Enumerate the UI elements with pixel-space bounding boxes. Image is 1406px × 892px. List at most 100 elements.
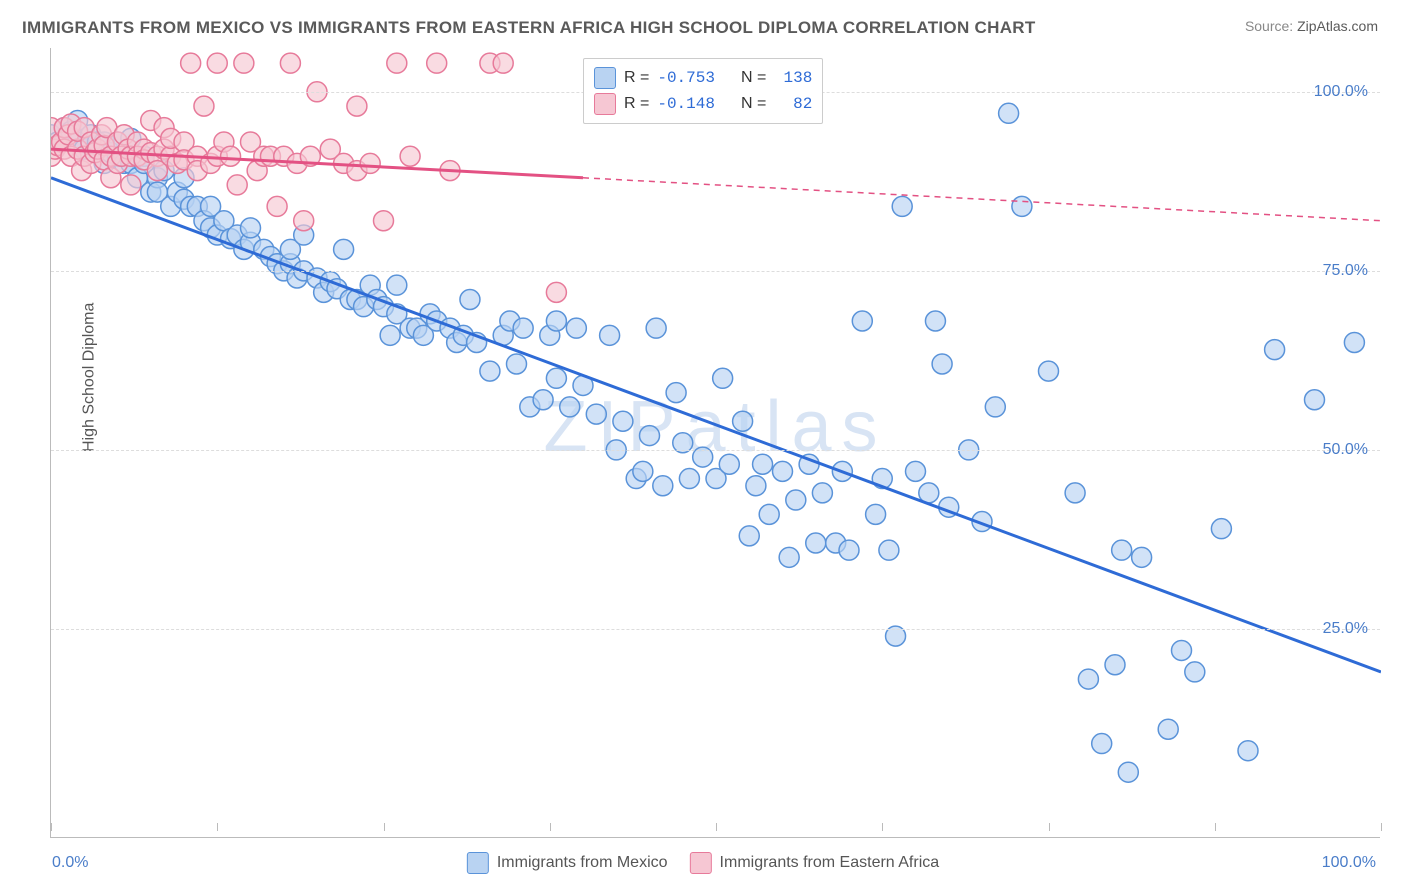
bottom-legend: Immigrants from Mexico Immigrants from Ea… (467, 852, 939, 874)
data-point (812, 483, 832, 503)
data-point (493, 53, 513, 73)
stats-swatch (594, 93, 616, 115)
data-point (713, 368, 733, 388)
data-point (374, 211, 394, 231)
data-point (221, 146, 241, 166)
data-point (839, 540, 859, 560)
stats-n-label: N = (741, 91, 766, 117)
data-point (380, 325, 400, 345)
data-point (1078, 669, 1098, 689)
data-point (560, 397, 580, 417)
stats-swatch (594, 67, 616, 89)
data-point (719, 454, 739, 474)
data-point (533, 390, 553, 410)
data-point (852, 311, 872, 331)
data-point (746, 476, 766, 496)
data-point (646, 318, 666, 338)
data-point (1211, 519, 1231, 539)
data-point (806, 533, 826, 553)
data-point (753, 454, 773, 474)
data-point (546, 282, 566, 302)
gridline (51, 450, 1380, 451)
x-tick (1215, 823, 1216, 831)
data-point (1185, 662, 1205, 682)
data-point (932, 354, 952, 374)
legend-swatch (467, 852, 489, 874)
chart-title: IMMIGRANTS FROM MEXICO VS IMMIGRANTS FRO… (22, 18, 1036, 38)
stats-row: R = -0.148 N = 82 (594, 91, 812, 117)
data-point (1105, 655, 1125, 675)
x-tick (882, 823, 883, 831)
data-point (773, 461, 793, 481)
data-point (779, 547, 799, 567)
data-point (1305, 390, 1325, 410)
data-point (387, 275, 407, 295)
data-point (925, 311, 945, 331)
data-point (1265, 340, 1285, 360)
data-point (1158, 719, 1178, 739)
legend-swatch (690, 852, 712, 874)
data-point (513, 318, 533, 338)
chart-svg (51, 48, 1381, 838)
y-tick-label: 25.0% (1323, 620, 1368, 638)
x-tick (1049, 823, 1050, 831)
stats-box: R =-0.753N =138R =-0.148N =82 (583, 58, 823, 124)
data-point (999, 103, 1019, 123)
data-point (566, 318, 586, 338)
y-tick-label: 100.0% (1314, 83, 1368, 101)
x-max-label: 100.0% (1322, 854, 1376, 872)
data-point (427, 53, 447, 73)
legend-label: Immigrants from Eastern Africa (720, 854, 940, 872)
gridline (51, 271, 1380, 272)
stats-n-value: 82 (774, 91, 812, 117)
data-point (653, 476, 673, 496)
trend-line (51, 178, 1381, 672)
data-point (460, 290, 480, 310)
data-point (586, 404, 606, 424)
data-point (1172, 640, 1192, 660)
data-point (227, 175, 247, 195)
source-label: Source: ZipAtlas.com (1245, 18, 1378, 34)
y-tick-label: 50.0% (1323, 441, 1368, 459)
data-point (866, 504, 886, 524)
data-point (739, 526, 759, 546)
data-point (207, 53, 227, 73)
data-point (1092, 734, 1112, 754)
x-tick (550, 823, 551, 831)
trend-line-dash (583, 178, 1381, 221)
data-point (241, 218, 261, 238)
x-tick (1381, 823, 1382, 831)
data-point (400, 146, 420, 166)
data-point (387, 53, 407, 73)
data-point (194, 96, 214, 116)
legend-item: Immigrants from Eastern Africa (690, 852, 940, 874)
data-point (679, 469, 699, 489)
source-value: ZipAtlas.com (1297, 18, 1378, 34)
data-point (1065, 483, 1085, 503)
stats-r-label: R = (624, 65, 649, 91)
data-point (879, 540, 899, 560)
data-point (1132, 547, 1152, 567)
data-point (267, 196, 287, 216)
data-point (906, 461, 926, 481)
data-point (280, 53, 300, 73)
stats-n-label: N = (741, 65, 766, 91)
stats-r-label: R = (624, 91, 649, 117)
stats-r-value: -0.753 (657, 65, 715, 91)
stats-r-value: -0.148 (657, 91, 715, 117)
gridline (51, 629, 1380, 630)
data-point (546, 368, 566, 388)
plot-area: ZIPatlas 25.0%50.0%75.0%100.0%R =-0.753N… (50, 48, 1380, 838)
data-point (121, 175, 141, 195)
x-tick (51, 823, 52, 831)
data-point (600, 325, 620, 345)
data-point (786, 490, 806, 510)
data-point (666, 383, 686, 403)
data-point (613, 411, 633, 431)
data-point (546, 311, 566, 331)
data-point (1118, 762, 1138, 782)
data-point (1112, 540, 1132, 560)
legend-label: Immigrants from Mexico (497, 854, 668, 872)
data-point (1012, 196, 1032, 216)
data-point (480, 361, 500, 381)
